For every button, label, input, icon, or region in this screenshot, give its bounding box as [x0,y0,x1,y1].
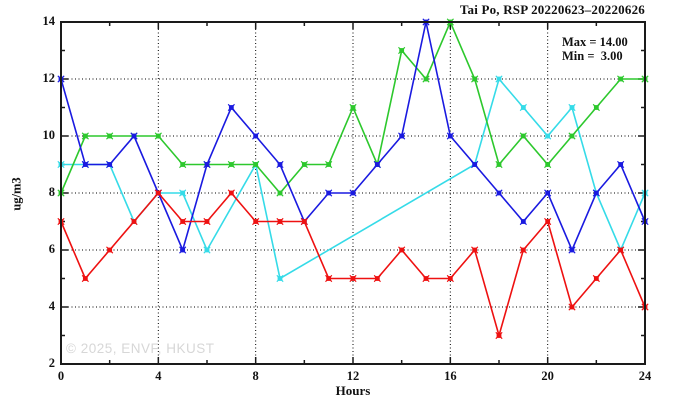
y-tick-label: 14 [42,14,56,28]
green-series-marker [472,76,478,82]
green-series-marker [277,190,283,196]
blue-series-marker [350,190,356,196]
red-series-marker [228,190,234,196]
blue-series-marker [180,247,186,253]
blue-series-marker [326,190,332,196]
blue-series-marker [277,162,283,167]
blue-series-marker [228,105,234,110]
green-series-marker [107,133,113,139]
blue-series-marker [618,162,624,167]
chart-title: Tai Po, RSP 20220623–20220626 [459,2,645,17]
red-series-marker [326,276,332,281]
blue-series-marker [253,133,259,139]
red-series-marker [131,219,137,224]
cyan-series-marker [569,105,575,110]
red-series-marker [155,190,161,196]
y-axis-label: ug/m3 [9,177,24,211]
red-series-marker [618,247,624,253]
blue-series-marker [520,219,526,224]
green-series-marker [155,133,161,139]
green-series-marker [569,133,575,139]
cyan-series-marker [545,133,551,139]
red-series-marker [520,247,526,253]
blue-series-marker [374,162,380,167]
red-series-marker [496,333,502,338]
min-value-label: Min = 3.00 [562,49,623,63]
cyan-series-marker [180,190,186,196]
x-tick-label: 0 [57,369,65,383]
green-series-marker [350,105,356,110]
red-series-marker [204,219,210,224]
x-axis-label: Hours [335,383,371,398]
blue-series-marker [593,190,599,196]
red-series-marker [107,247,113,253]
x-tick-label: 8 [252,369,259,383]
green-series-marker [228,162,234,167]
blue-series-marker [447,133,453,139]
green-series-marker [301,162,307,167]
blue-series-marker [204,162,210,167]
green-series-marker [326,162,332,167]
y-tick-label: 10 [42,128,56,142]
x-tick-label: 16 [444,369,457,383]
green-series-marker [82,133,88,139]
blue-series-marker [107,162,113,167]
y-tick-label: 2 [48,356,55,370]
red-series-marker [301,219,307,224]
green-series-marker [180,162,186,167]
green-series-marker [496,162,502,167]
y-tick-label: 12 [42,71,56,85]
red-series-marker [545,219,551,224]
blue-series-marker [82,162,88,167]
blue-series-marker [131,133,137,139]
cyan-series-marker [277,276,283,281]
red-series-marker [569,304,575,310]
green-series-marker [593,105,599,110]
red-series-marker [82,276,88,281]
cyan-series-marker [520,105,526,110]
blue-series-marker [472,162,478,167]
blue-series-marker [496,190,502,196]
red-series-marker [253,219,259,224]
red-series-marker [593,276,599,281]
y-tick-label: 8 [48,185,55,199]
red-series-marker [423,276,429,281]
x-tick-label: 12 [346,369,360,383]
red-series-marker [472,247,478,253]
blue-series-marker [399,133,405,139]
max-value-label: Max = 14.00 [562,35,628,49]
blue-series-marker [545,190,551,196]
green-series-marker [545,162,551,167]
y-tick-label: 4 [48,299,55,313]
red-series-marker [374,276,380,281]
red-series-marker [447,276,453,281]
x-tick-label: 24 [638,369,652,383]
blue-series-marker [569,247,575,253]
green-series-marker [399,48,405,53]
red-series-marker [180,219,186,224]
y-tick-label: 6 [48,242,55,256]
minmax-annotation: Max = 14.00 Min = 3.00 [562,35,628,63]
x-tick-label: 4 [155,369,162,383]
red-series-marker [277,219,283,224]
plot-border [60,21,646,365]
red-series-marker [350,276,356,281]
green-series-marker [520,133,526,139]
x-tick-label: 20 [541,369,554,383]
green-series-marker [253,162,259,167]
red-series-marker [399,247,405,253]
green-series-marker [618,76,624,82]
cyan-series-marker [204,247,210,253]
cyan-series-marker [496,76,502,82]
watermark: © 2025, ENVF, HKUST [66,341,215,356]
green-series-marker [423,76,429,82]
